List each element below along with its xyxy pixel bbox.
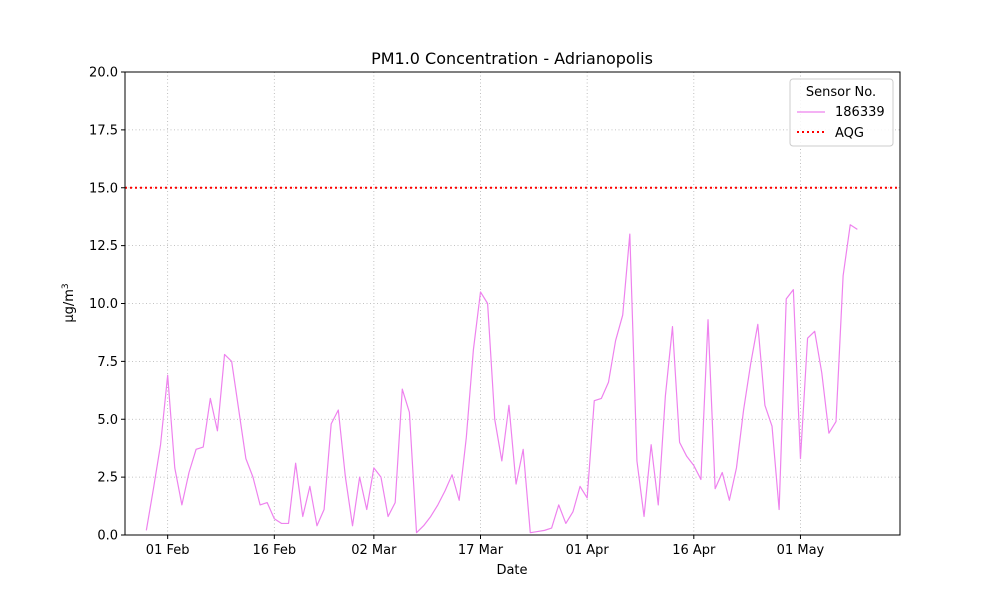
legend-label-aqg: AQG	[835, 126, 864, 141]
x-tick-label: 02 Mar	[351, 543, 397, 558]
grid	[125, 71, 900, 536]
y-axis: 0.0 2.5 5.0 7.5 10.0 12.5 15.0 17.5 20.0	[89, 66, 125, 544]
series-layer	[145, 224, 858, 534]
y-tick-label: 0.0	[97, 529, 118, 544]
y-tick-label: 10.0	[89, 297, 118, 312]
series-line-186339	[145, 224, 858, 534]
y-tick-label: 17.5	[89, 123, 118, 138]
x-axis: 01 Feb 16 Feb 02 Mar 17 Mar 01 Apr 16 Apr 01 M…	[146, 535, 825, 558]
x-tick-label: 16 Feb	[252, 543, 296, 558]
x-tick-label: 01 May	[777, 543, 825, 558]
y-tick-label: 7.5	[97, 355, 118, 370]
legend-label-186339: 186339	[835, 105, 885, 120]
y-tick-label: 5.0	[97, 413, 118, 428]
legend-title: Sensor No.	[806, 85, 876, 100]
y-tick-label: 2.5	[97, 471, 118, 486]
legend-box	[789, 78, 894, 147]
y-tick-label: 20.0	[89, 66, 118, 81]
y-axis-label: µg/m3	[61, 283, 77, 322]
x-tick-label: 01 Apr	[566, 543, 610, 558]
x-tick-label: 16 Apr	[672, 543, 716, 558]
x-tick-label: 01 Feb	[146, 543, 190, 558]
y-tick-label: 12.5	[89, 239, 118, 254]
x-axis-label: Date	[496, 563, 527, 578]
y-tick-label: 15.0	[89, 181, 118, 196]
x-tick-label: 17 Mar	[458, 543, 504, 558]
chart-title: PM1.0 Concentration - Adrianopolis	[371, 49, 653, 68]
legend: Sensor No. 186339 AQG	[789, 78, 894, 147]
